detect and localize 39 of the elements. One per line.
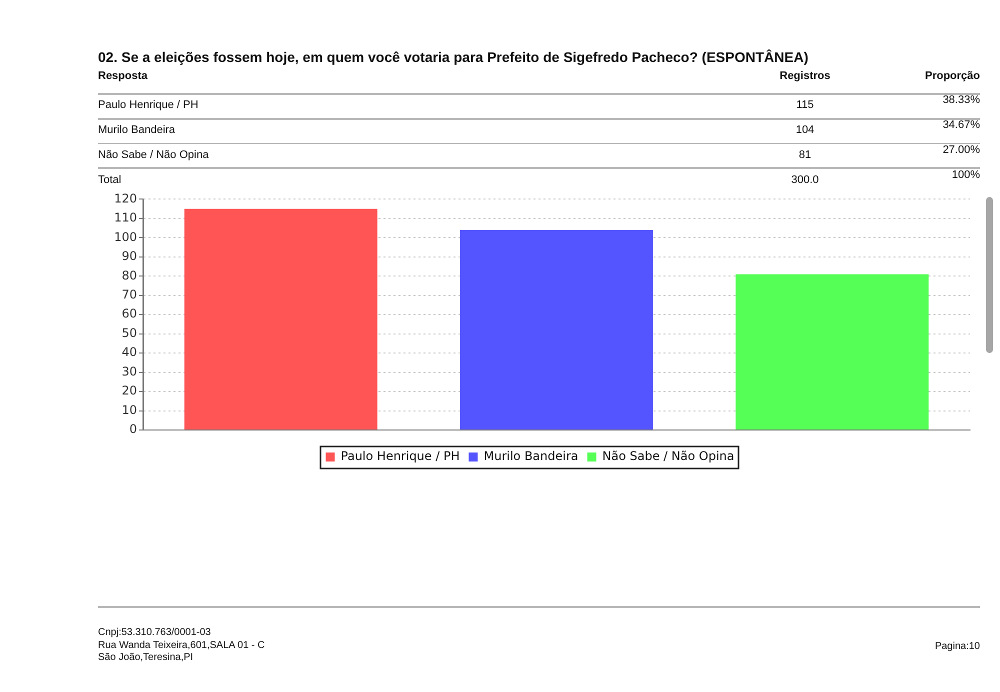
text: 38.33% [942, 94, 980, 108]
legend-label: Não Sabe / Não Opina [602, 449, 734, 464]
text: Resposta [98, 70, 148, 84]
text: Proporção [924, 70, 980, 84]
y-tick-label: 110 [114, 210, 137, 225]
y-tick-label: 100 [114, 230, 137, 244]
y-tick-label: 0 [129, 422, 137, 436]
bar [460, 230, 653, 430]
y-tick-label: 90 [122, 249, 137, 264]
text: 27.00% [942, 144, 980, 157]
legend-label: Murilo Bandeira [484, 449, 578, 464]
text: Rua Wanda Teixeira,601,SALA 01 - C [98, 640, 265, 652]
text: 104 [796, 124, 814, 138]
text: Cnpj:53.310.763/0001-03 [98, 627, 211, 639]
text: Não Sabe / Não Opina [98, 148, 209, 161]
text: 81 [798, 148, 812, 162]
text: Total [98, 174, 122, 187]
y-tick-label: 30 [122, 364, 137, 378]
y-tick-label: 40 [122, 345, 137, 360]
y-tick-label: 80 [122, 268, 137, 282]
chart-title: 02. Se a eleições fossem hoje, em quem você votaria para Prefeito de Sigefredo Pacheco? (ESPONTÂNEA) [98, 48, 808, 66]
bar [184, 208, 378, 430]
text: Pagina:10 [934, 641, 980, 653]
text: Paulo Henrique / PH [98, 99, 198, 112]
text: São João,Teresina,PI [98, 652, 194, 664]
text: Registros [780, 70, 830, 84]
y-tick-label: 70 [122, 287, 137, 302]
text: Murilo Bandeira [98, 124, 176, 136]
y-tick-label: 20 [122, 384, 137, 398]
y-tick-label: 60 [122, 306, 137, 321]
y-tick-label: 120 [114, 191, 137, 206]
text: 115 [796, 99, 814, 113]
y-tick-label: 50 [122, 326, 137, 340]
text: 100% [952, 168, 980, 182]
y-tick-label: 10 [122, 402, 137, 417]
text: 34.67% [942, 119, 980, 132]
text: 300.0 [791, 174, 819, 187]
bar [736, 274, 929, 430]
legend-label: Paulo Henrique / PH [340, 449, 460, 464]
